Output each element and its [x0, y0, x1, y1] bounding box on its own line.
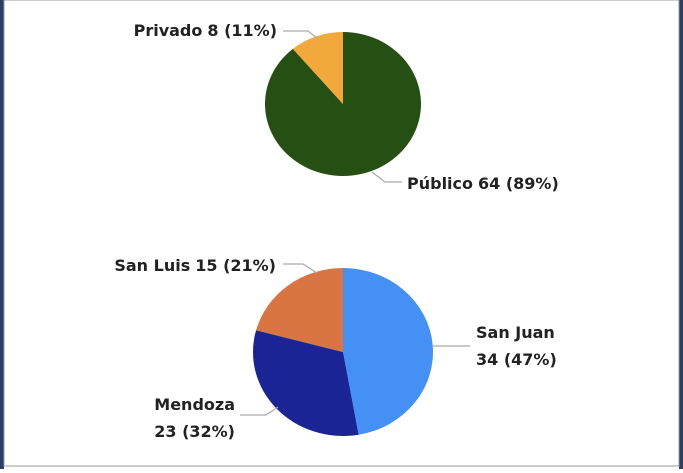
value-label: 8 (11%) — [207, 21, 277, 40]
left-edge — [0, 0, 4, 469]
category-name: Público — [407, 174, 473, 193]
pie-slice — [343, 268, 433, 435]
category-name: San Luis — [114, 256, 190, 275]
slice-label: Público 64 (89%) — [407, 174, 559, 193]
slice-label: Mendoza 23 (32%) — [154, 395, 235, 441]
pie-slice — [292, 32, 343, 104]
value-label: 34 (47%) — [476, 350, 557, 369]
pie-slice — [252, 330, 359, 436]
pie-slice — [256, 268, 343, 352]
slice-label: San Juan 34 (47%) — [476, 323, 557, 369]
slice-label: Privado 8 (11%) — [134, 21, 277, 40]
leader-line — [240, 406, 279, 416]
pie-slice — [265, 32, 422, 176]
leader-line — [371, 171, 402, 183]
category-name: San Juan — [476, 323, 555, 342]
category-name: Privado — [134, 21, 203, 40]
right-edge — [679, 0, 683, 469]
value-label: 64 (89%) — [478, 174, 559, 193]
value-label: 23 (32%) — [154, 422, 235, 441]
leader-line — [283, 263, 318, 274]
category-name: Mendoza — [154, 395, 235, 414]
leader-line — [283, 30, 319, 40]
slice-label: San Luis 15 (21%) — [114, 256, 276, 275]
panel-border — [3, 0, 680, 467]
value-label: 15 (21%) — [195, 256, 276, 275]
